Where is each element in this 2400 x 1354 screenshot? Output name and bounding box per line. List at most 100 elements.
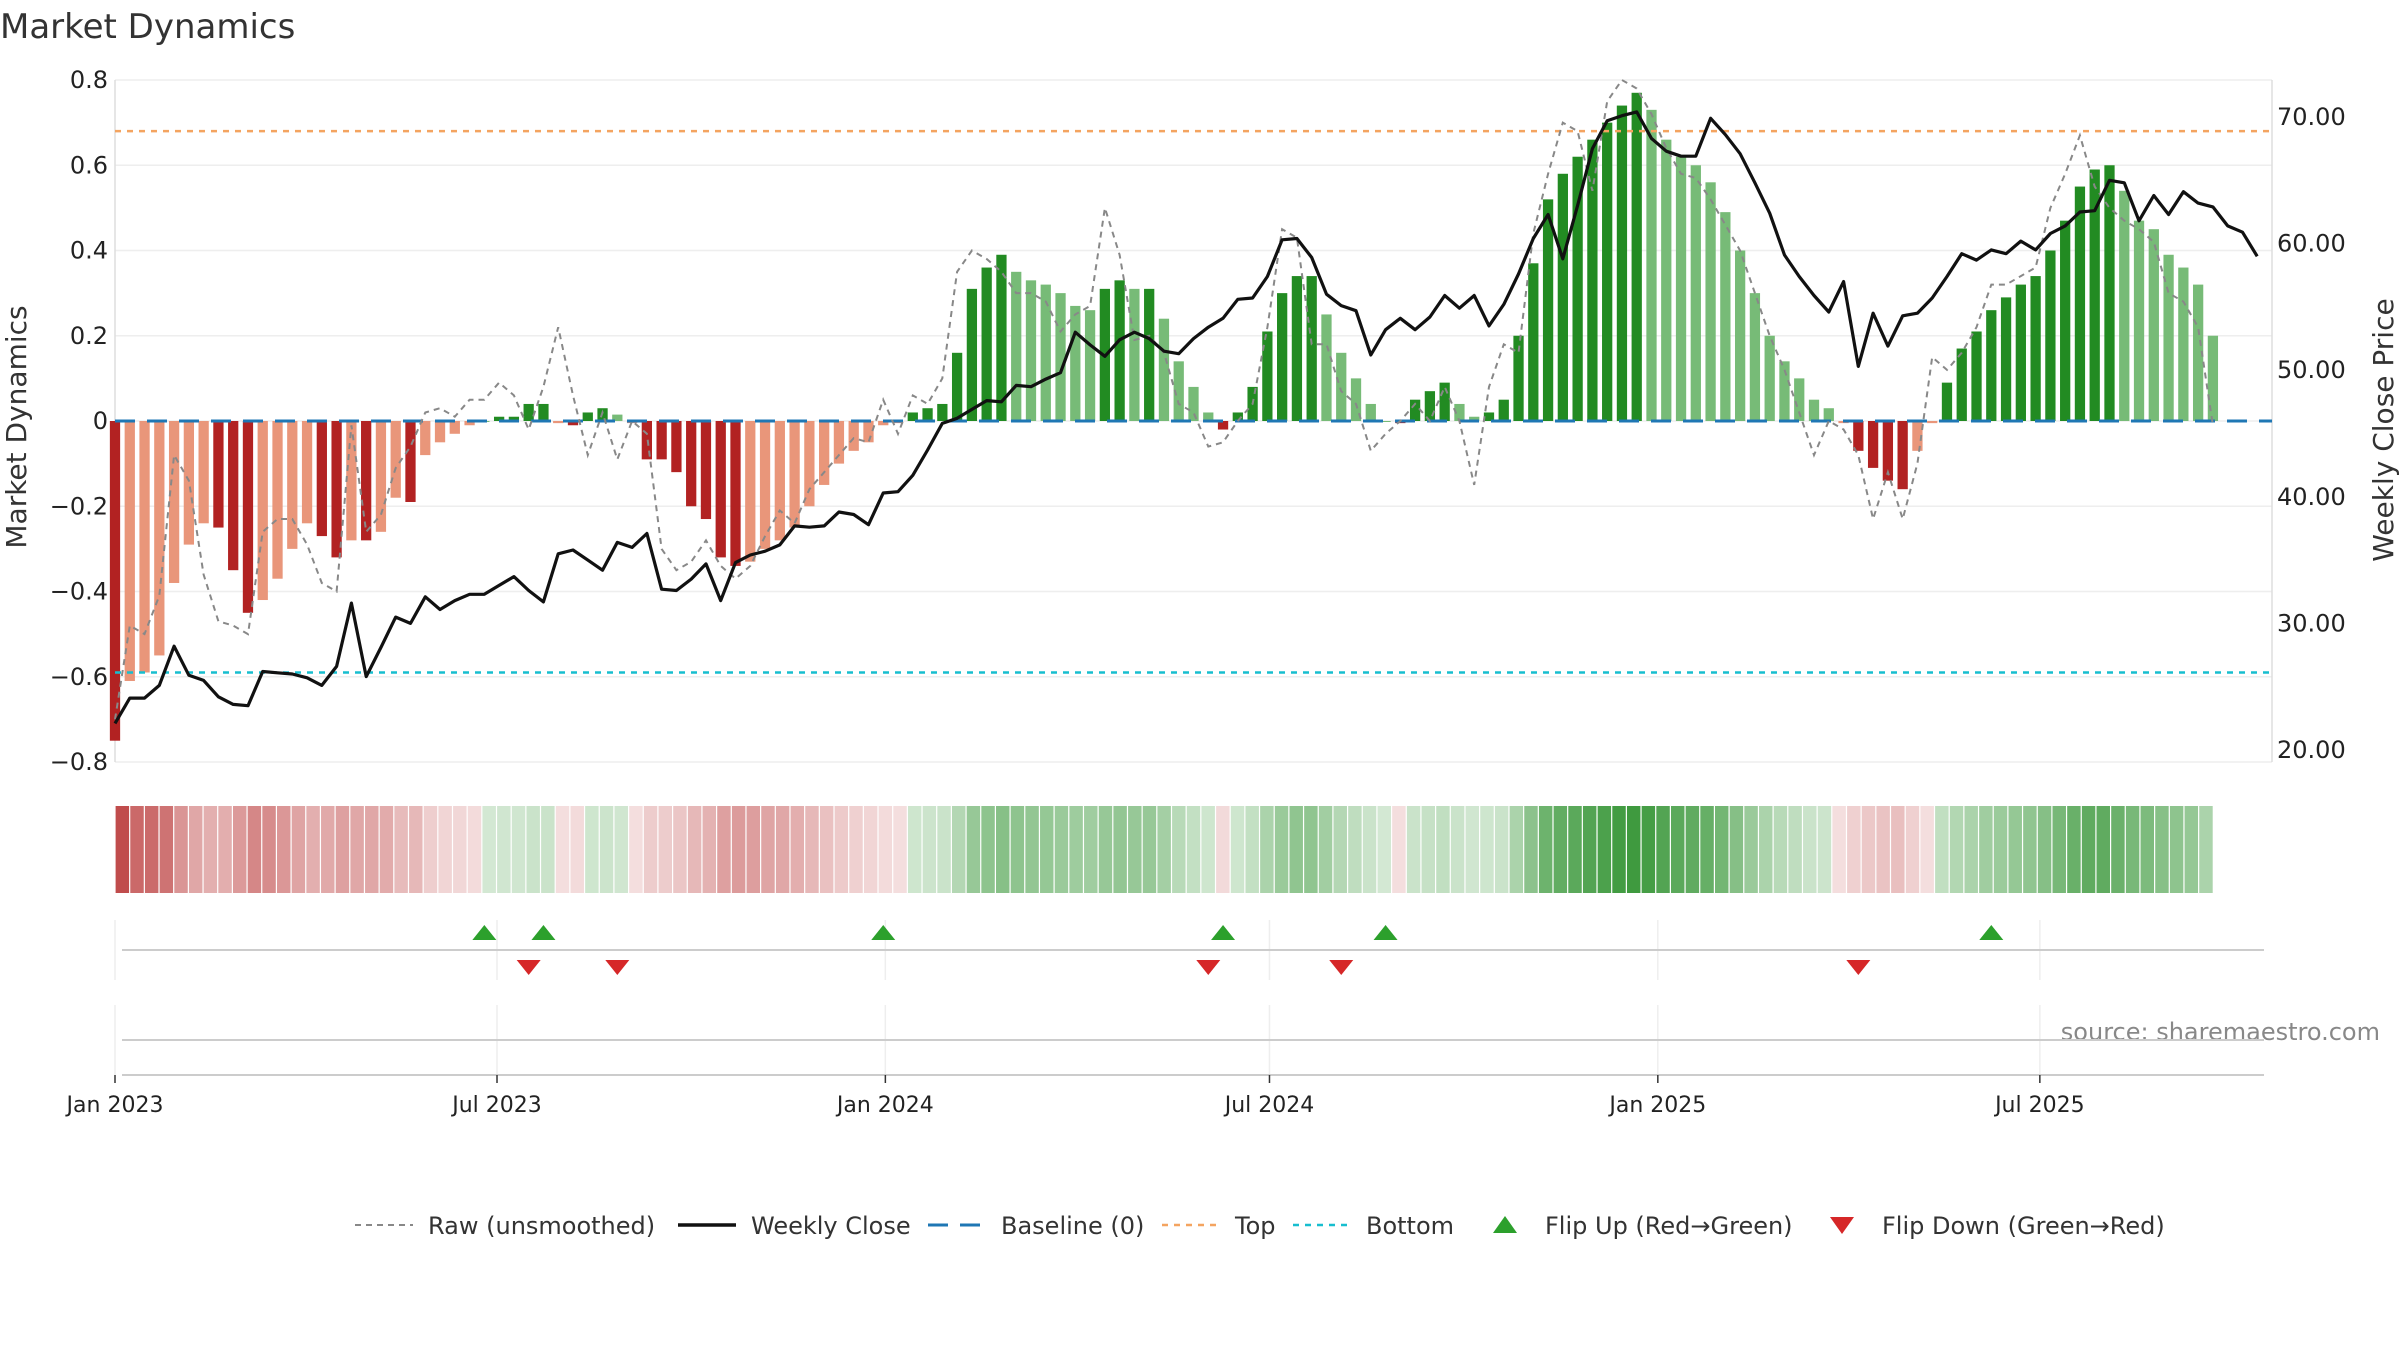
dynamics-bar (1262, 331, 1273, 421)
heat-cell (893, 806, 907, 893)
heat-cell (277, 806, 291, 893)
dynamics-bar (390, 421, 401, 498)
legend-label: Flip Up (Red→Green) (1545, 1212, 1793, 1240)
dynamics-bar (375, 421, 387, 532)
dynamics-bar (2089, 169, 2100, 421)
heat-cell (996, 806, 1010, 893)
dynamics-bar (1424, 391, 1436, 421)
dynamics-bar (154, 421, 165, 656)
heat-cell (2067, 806, 2081, 893)
dynamics-bar (1897, 421, 1908, 490)
heat-cell (144, 806, 159, 893)
dynamics-bar (523, 403, 534, 421)
heat-cell (2008, 806, 2022, 893)
dynamics-bar (434, 421, 446, 443)
flip-up-marker (1211, 925, 1236, 940)
dynamics-bar (272, 421, 283, 579)
y-tick-label: −0.6 (50, 663, 108, 691)
heat-cell (673, 806, 687, 893)
y-tick-label: −0.2 (50, 492, 108, 520)
legend: Raw (unsmoothed) Weekly Close Baseline (0)… (355, 1212, 2165, 1240)
dynamics-bar (1070, 305, 1081, 421)
dynamics-bar (1144, 288, 1155, 421)
heat-cell (1142, 806, 1157, 893)
heat-cell (453, 806, 467, 893)
heat-cell (1025, 806, 1039, 893)
flip-down-marker (605, 960, 630, 975)
legend-flip-down-marker (1830, 1217, 1854, 1234)
heat-cell (570, 806, 584, 893)
dynamics-bar (449, 421, 460, 434)
dynamics-bar (1616, 105, 1628, 421)
x-axis: Jan 2023 Jul 2023 Jan 2024 Jul 2024 Jan 2025… (65, 1075, 2085, 1118)
dynamics-bar (1927, 421, 1938, 424)
heat-cell (1803, 806, 1817, 893)
heat-cell (218, 806, 232, 893)
heat-cell (746, 806, 761, 893)
weekly-close-line (113, 110, 2259, 725)
heat-cell (922, 806, 937, 893)
x-tick-label: Jul 2023 (450, 1093, 542, 1118)
y-tick-label: 0.8 (70, 66, 108, 94)
dynamics-bar (1217, 421, 1229, 430)
heat-cell (2184, 806, 2199, 893)
dynamics-bar (1572, 156, 1583, 421)
dynamics-bar (1971, 331, 1982, 421)
heat-cell (1392, 806, 1406, 893)
dynamics-bar (361, 421, 372, 541)
dynamics-bar (2163, 254, 2174, 421)
heat-cell (1040, 806, 1054, 893)
heat-cell (2037, 806, 2052, 893)
heat-cell (1465, 806, 1480, 893)
dynamics-bar (139, 421, 150, 673)
dynamics-bar (553, 421, 564, 424)
y2-tick-label: 60.00 (2277, 230, 2346, 258)
heat-cell (731, 806, 746, 893)
heat-cell (1670, 806, 1685, 893)
reference-lines (115, 129, 2272, 674)
dynamics-bar (1720, 212, 1731, 421)
dynamics-bar (745, 421, 756, 562)
heat-cell (863, 806, 878, 893)
dynamics-bar (228, 421, 239, 571)
heat-cell (232, 806, 247, 893)
heat-cell (1993, 806, 2008, 893)
y-tick-label: 0.2 (70, 322, 108, 350)
dynamics-bar (2192, 284, 2204, 421)
heat-cell (438, 806, 452, 893)
heat-cell (834, 806, 849, 893)
heat-cell (379, 806, 394, 893)
heat-cell (658, 806, 672, 893)
dynamics-bar (346, 421, 357, 541)
dynamics-bar (2133, 220, 2145, 421)
dynamics-bar (1823, 408, 1834, 421)
heat-cell (1274, 806, 1289, 893)
heat-cell (1656, 806, 1670, 893)
dynamics-bar (213, 421, 224, 528)
dynamics-bar (922, 408, 933, 421)
dynamics-bar (1380, 421, 1391, 422)
empty-panel (114, 1005, 2264, 1076)
heat-cell (878, 806, 893, 893)
dynamics-bar (789, 421, 800, 528)
dynamics-bar (2207, 335, 2219, 421)
heat-cell (1494, 806, 1509, 893)
dynamics-bar (1306, 276, 1317, 421)
dynamics-bar (878, 421, 889, 426)
heat-cell (247, 806, 262, 893)
heat-cell (849, 806, 863, 893)
dynamics-bar (1956, 348, 1967, 421)
dynamics-bar (2074, 186, 2086, 421)
heat-cell (1891, 806, 1905, 893)
y2-tick-label: 30.00 (2277, 609, 2346, 637)
heat-cell (2081, 806, 2096, 893)
legend-label: Baseline (0) (1001, 1212, 1144, 1240)
dynamics-bar (804, 421, 815, 507)
heat-cell (1172, 806, 1186, 893)
dynamics-bar (833, 421, 845, 464)
dynamics-bar (1129, 288, 1140, 421)
dynamics-bar (1735, 250, 1746, 421)
dynamics-bar (420, 421, 431, 456)
dynamics-bar (168, 421, 180, 583)
legend-label: Weekly Close (751, 1212, 911, 1240)
